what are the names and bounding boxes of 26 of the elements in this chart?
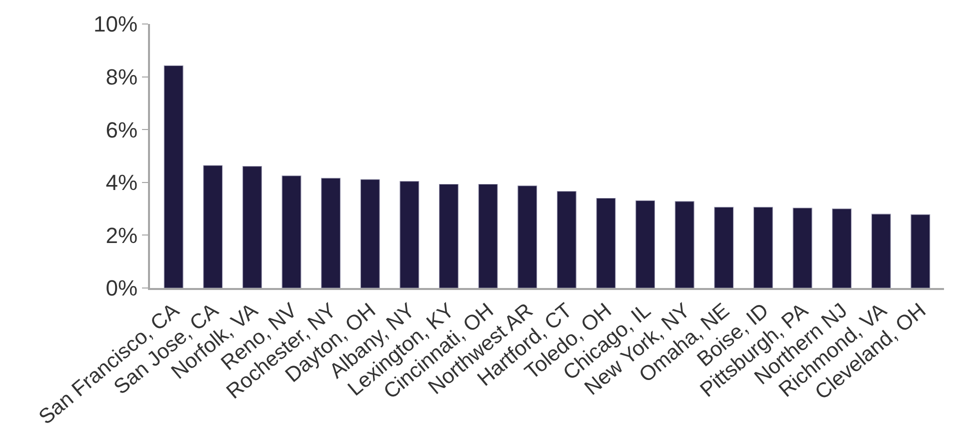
bar (478, 184, 498, 288)
bar (556, 191, 576, 288)
bar (242, 166, 262, 288)
y-tick-label: 0% (106, 276, 138, 301)
bar (753, 206, 773, 288)
bar (674, 201, 694, 288)
bar (596, 198, 616, 288)
bar (636, 200, 655, 288)
bar (164, 65, 184, 288)
bar (360, 179, 380, 288)
bar (792, 208, 812, 288)
bar (321, 178, 341, 288)
bar (714, 206, 734, 288)
bar (203, 165, 223, 288)
bar (871, 214, 891, 288)
bar (400, 181, 420, 288)
bar (282, 176, 302, 288)
y-tick-label: 10% (94, 12, 138, 37)
bar (832, 208, 852, 288)
bar (518, 186, 538, 288)
bar (910, 214, 930, 288)
bar (439, 184, 458, 288)
y-tick-label: 4% (106, 170, 138, 196)
y-tick-label: 2% (106, 222, 138, 248)
y-tick-label: 6% (106, 117, 138, 142)
y-tick-label: 8% (106, 64, 138, 90)
